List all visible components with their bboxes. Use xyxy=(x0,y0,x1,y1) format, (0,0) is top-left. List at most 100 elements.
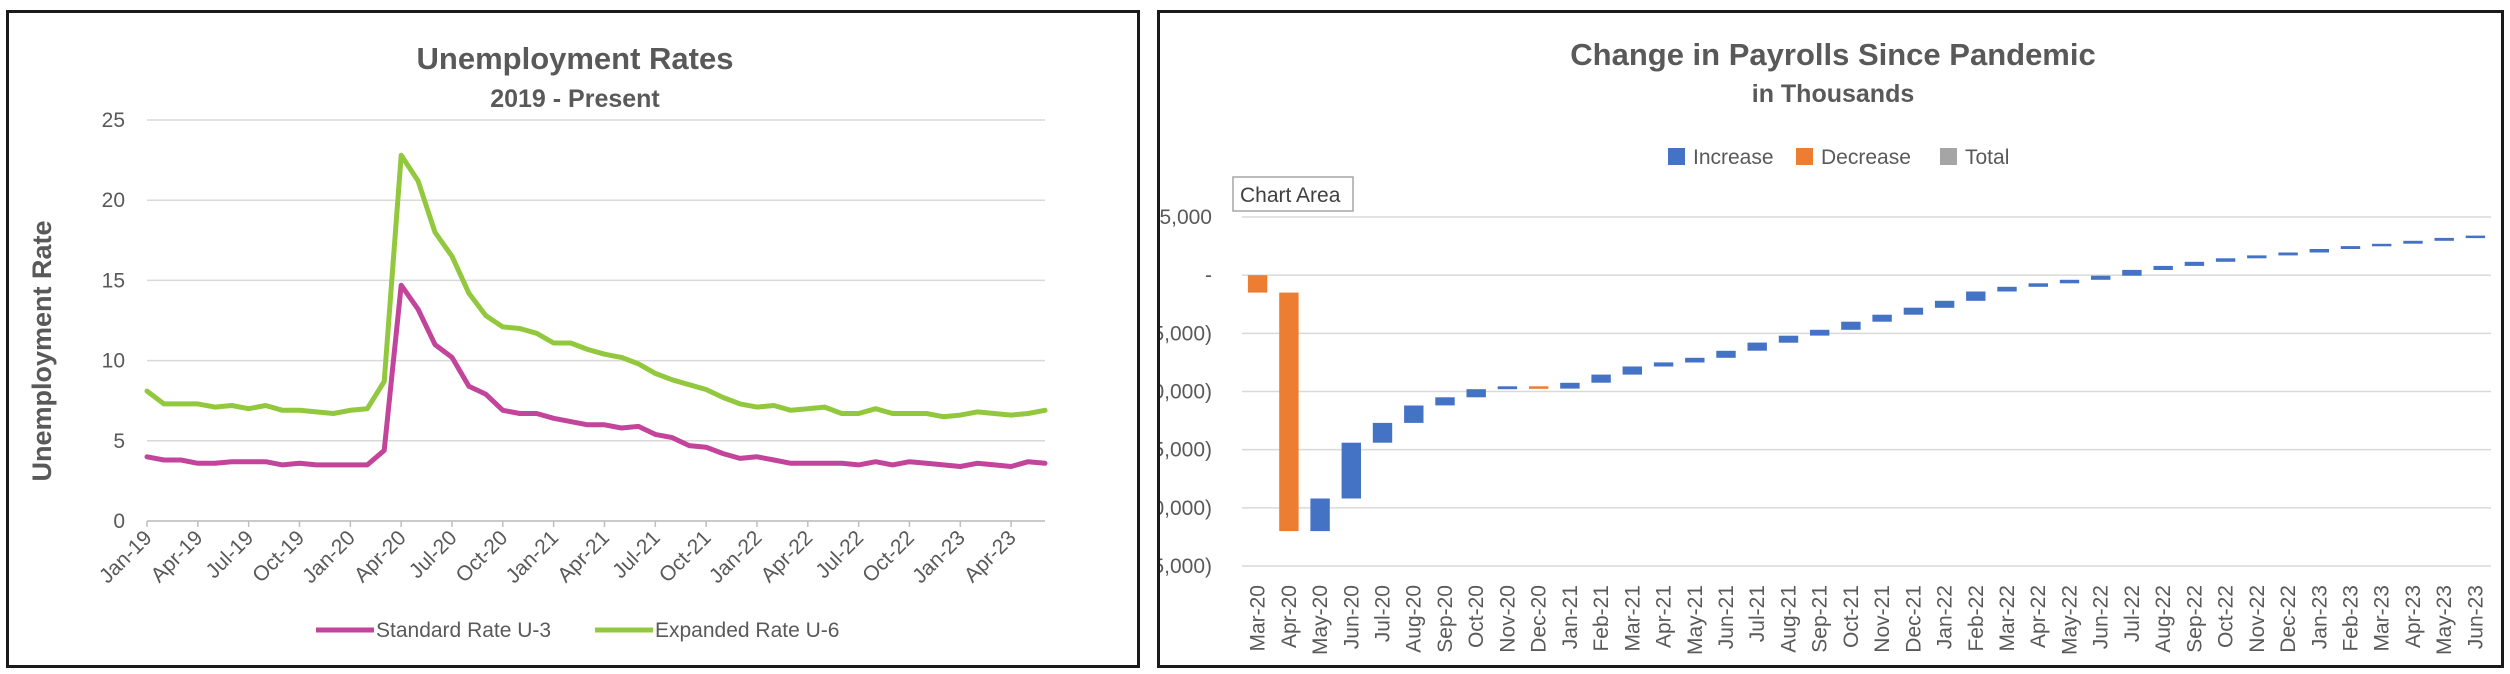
x-tick-label: Oct-19 xyxy=(248,526,309,587)
x-tick-label: Feb-22 xyxy=(1965,585,1988,652)
waterfall-bar xyxy=(1466,389,1486,398)
x-tick-label: Jul-21 xyxy=(1746,585,1769,642)
x-tick-label: Jun-21 xyxy=(1715,585,1738,649)
waterfall-bar xyxy=(1372,422,1393,443)
y-tick-label: 5 xyxy=(113,430,125,453)
waterfall-bar xyxy=(1310,498,1330,532)
x-tick-label: Jul-19 xyxy=(201,526,258,583)
x-tick-label: Mar-21 xyxy=(1621,585,1644,652)
waterfall-bar xyxy=(2153,265,2173,270)
waterfall-bar xyxy=(2403,240,2423,244)
waterfall-bar xyxy=(2372,243,2392,247)
x-tick-label: Oct-21 xyxy=(1840,585,1863,648)
x-tick-label: Jul-20 xyxy=(1372,585,1395,642)
x-tick-label: Oct-22 xyxy=(2215,585,2238,648)
x-tick-label: Nov-21 xyxy=(1871,585,1894,653)
chart-area-tooltip: Chart Area xyxy=(1232,176,1354,212)
x-tick-label: Mar-20 xyxy=(1247,585,1270,652)
waterfall-bar xyxy=(1435,397,1455,406)
x-tick-label: Jun-20 xyxy=(1340,585,1363,649)
waterfall-bar xyxy=(2028,283,2048,287)
x-tick-label: Oct-22 xyxy=(858,526,919,587)
x-tick-label: Jan-23 xyxy=(908,526,970,588)
x-tick-label: Oct-21 xyxy=(655,526,716,587)
waterfall-bar xyxy=(1934,300,1955,308)
legend-swatch xyxy=(1668,148,1685,165)
y-axis-ticks: 5,000 - (5,000) (10,000) (15,000) (20,000) (25… xyxy=(1160,206,1212,578)
waterfall-bar xyxy=(1716,350,1736,358)
x-tick-label: Oct-20 xyxy=(452,526,513,587)
x-tick-label: Mar-22 xyxy=(1996,585,2019,652)
x-tick-label: Dec-22 xyxy=(2277,585,2300,653)
y-gridlines xyxy=(147,119,1045,522)
waterfall-bar xyxy=(2340,246,2361,249)
waterfall-bar xyxy=(2309,249,2329,253)
y-gridlines xyxy=(1242,216,2491,567)
waterfall-bar xyxy=(1560,382,1580,389)
unemployment-chart: Unemployment Rates 2019 - Present Unempl… xyxy=(27,41,1048,642)
waterfall-bar xyxy=(1872,314,1892,322)
waterfall-bar xyxy=(2465,235,2486,239)
legend-label: Decrease xyxy=(1821,146,1911,169)
waterfall-bar xyxy=(1622,366,1642,375)
x-tick-label: Aug-22 xyxy=(2152,585,2175,653)
x-tick-label: Jan-19 xyxy=(95,526,157,588)
x-tick-label: Jun-23 xyxy=(2464,585,2487,649)
y-tick-label: (10,000) xyxy=(1160,381,1212,404)
waterfall-bar xyxy=(1279,292,1299,532)
legend: Increase Decrease Total xyxy=(1668,146,2009,169)
x-tick-label: Dec-21 xyxy=(1902,585,1925,653)
waterfall-bar xyxy=(2247,255,2267,259)
y-axis-ticks: 0 5 10 15 20 25 xyxy=(102,109,125,533)
waterfall-bar xyxy=(2184,261,2205,266)
x-tick-label: Sep-21 xyxy=(1809,585,1832,653)
x-tick-label: May-23 xyxy=(2433,585,2456,655)
waterfall-bar xyxy=(1497,386,1518,390)
x-tick-label: Sep-22 xyxy=(2183,585,2206,653)
tooltip-box xyxy=(1232,176,1354,212)
y-tick-label: 5,000 xyxy=(1160,206,1212,229)
waterfall-bar xyxy=(1841,321,1861,330)
x-tick-label: Jan-21 xyxy=(502,526,564,588)
chart-subtitle: in Thousands xyxy=(1752,80,1915,108)
x-tick-label: May-22 xyxy=(2058,585,2081,655)
y-tick-label: 15 xyxy=(102,269,125,292)
waterfall-bar xyxy=(2122,269,2142,276)
y-axis-title: Unemployment Rate xyxy=(27,220,57,481)
waterfall-bar xyxy=(1966,291,1986,301)
waterfall-bar xyxy=(2434,237,2454,241)
chart-title: Change in Payrolls Since Pandemic xyxy=(1570,37,2095,72)
chart-subtitle: 2019 - Present xyxy=(490,85,660,113)
y-tick-label: (25,000) xyxy=(1160,555,1212,578)
legend-label: Increase xyxy=(1693,146,1774,169)
waterfall-bar xyxy=(1653,362,1674,367)
x-tick-label: Jan-20 xyxy=(298,526,360,588)
x-tick-label: Dec-20 xyxy=(1528,585,1551,653)
x-tick-label: Aug-20 xyxy=(1403,585,1426,653)
waterfall-bar xyxy=(1685,357,1705,363)
waterfall-bar xyxy=(1997,286,2017,292)
y-tick-label: 0 xyxy=(113,510,125,533)
x-tick-label: Jul-20 xyxy=(405,526,462,583)
tooltip-label: Chart Area xyxy=(1240,184,1341,207)
legend-swatch xyxy=(1940,148,1957,165)
unemployment-chart-panel[interactable]: Unemployment Rates 2019 - Present Unempl… xyxy=(6,10,1140,668)
legend-label: Total xyxy=(1965,146,2009,169)
x-tick-label: Apr-23 xyxy=(960,526,1021,587)
y-tick-label: (20,000) xyxy=(1160,497,1212,520)
x-tick-label: Apr-20 xyxy=(1278,585,1301,648)
x-tick-label: Apr-19 xyxy=(147,526,208,587)
x-tick-label: Jan-22 xyxy=(1934,585,1957,649)
x-tick-label: Feb-23 xyxy=(2339,585,2362,652)
series-lines xyxy=(144,152,1048,469)
waterfall-bar xyxy=(1778,335,1799,343)
y-tick-label: 10 xyxy=(102,350,125,373)
x-tick-label: Apr-22 xyxy=(756,526,817,587)
x-tick-label: Nov-22 xyxy=(2246,585,2269,653)
x-tick-label: Apr-20 xyxy=(350,526,411,587)
x-tick-label: Apr-21 xyxy=(1653,585,1676,648)
waterfall-bar xyxy=(1341,442,1361,499)
waterfall-bar xyxy=(1747,342,1767,351)
x-tick-label: Jan-22 xyxy=(705,526,767,588)
payrolls-chart-panel[interactable]: Change in Payrolls Since Pandemic in Tho… xyxy=(1157,10,2504,668)
